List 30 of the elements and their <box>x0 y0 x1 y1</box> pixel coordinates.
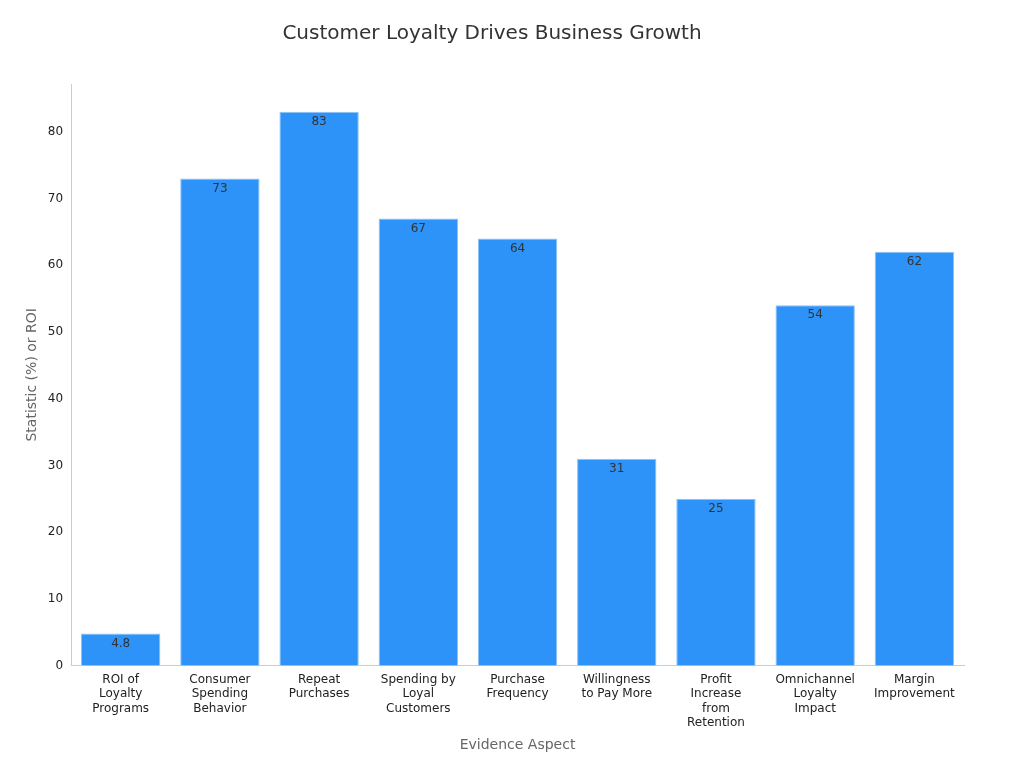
x-tick-label: Margin Improvement <box>874 671 956 701</box>
x-tick-label: Omnichannel Loyalty Impact <box>775 671 855 715</box>
data-label: 73 <box>212 180 228 195</box>
y-tick-label: 50 <box>47 324 64 339</box>
data-label: 25 <box>708 500 724 515</box>
y-axis-title: Statistic (%) or ROI <box>23 308 40 442</box>
x-tick-label: Purchase Frequency <box>486 671 549 701</box>
y-tick-label: 20 <box>47 524 64 539</box>
chart-title: Customer Loyalty Drives Business Growth <box>282 20 702 45</box>
data-label: 67 <box>410 220 426 235</box>
y-tick-label: 70 <box>47 190 64 205</box>
x-tick-label: ROI of Loyalty Programs <box>92 671 150 715</box>
y-tick-label: 40 <box>47 390 64 405</box>
x-tick-label: Spending by Loyal Customers <box>380 671 456 715</box>
data-label: 62 <box>906 253 923 268</box>
x-axis-title: Evidence Aspect <box>459 736 576 753</box>
data-label: 83 <box>311 113 327 128</box>
x-tick-label: Profit Increase from Retention <box>687 671 745 730</box>
data-label: 64 <box>509 240 526 255</box>
data-label: 4.8 <box>111 635 131 650</box>
y-tick-label: 0 <box>55 657 64 672</box>
data-label: 31 <box>609 460 625 475</box>
data-label: 54 <box>807 307 823 322</box>
x-tick-label: Consumer Spending Behavior <box>189 671 251 715</box>
y-tick-label: 30 <box>47 457 64 472</box>
y-tick-label: 60 <box>47 257 64 272</box>
y-tick-label: 80 <box>47 123 64 138</box>
y-tick-label: 10 <box>47 590 64 605</box>
x-tick-label: Willingness to Pay More <box>581 671 653 701</box>
x-tick-label: Repeat Purchases <box>288 671 350 701</box>
